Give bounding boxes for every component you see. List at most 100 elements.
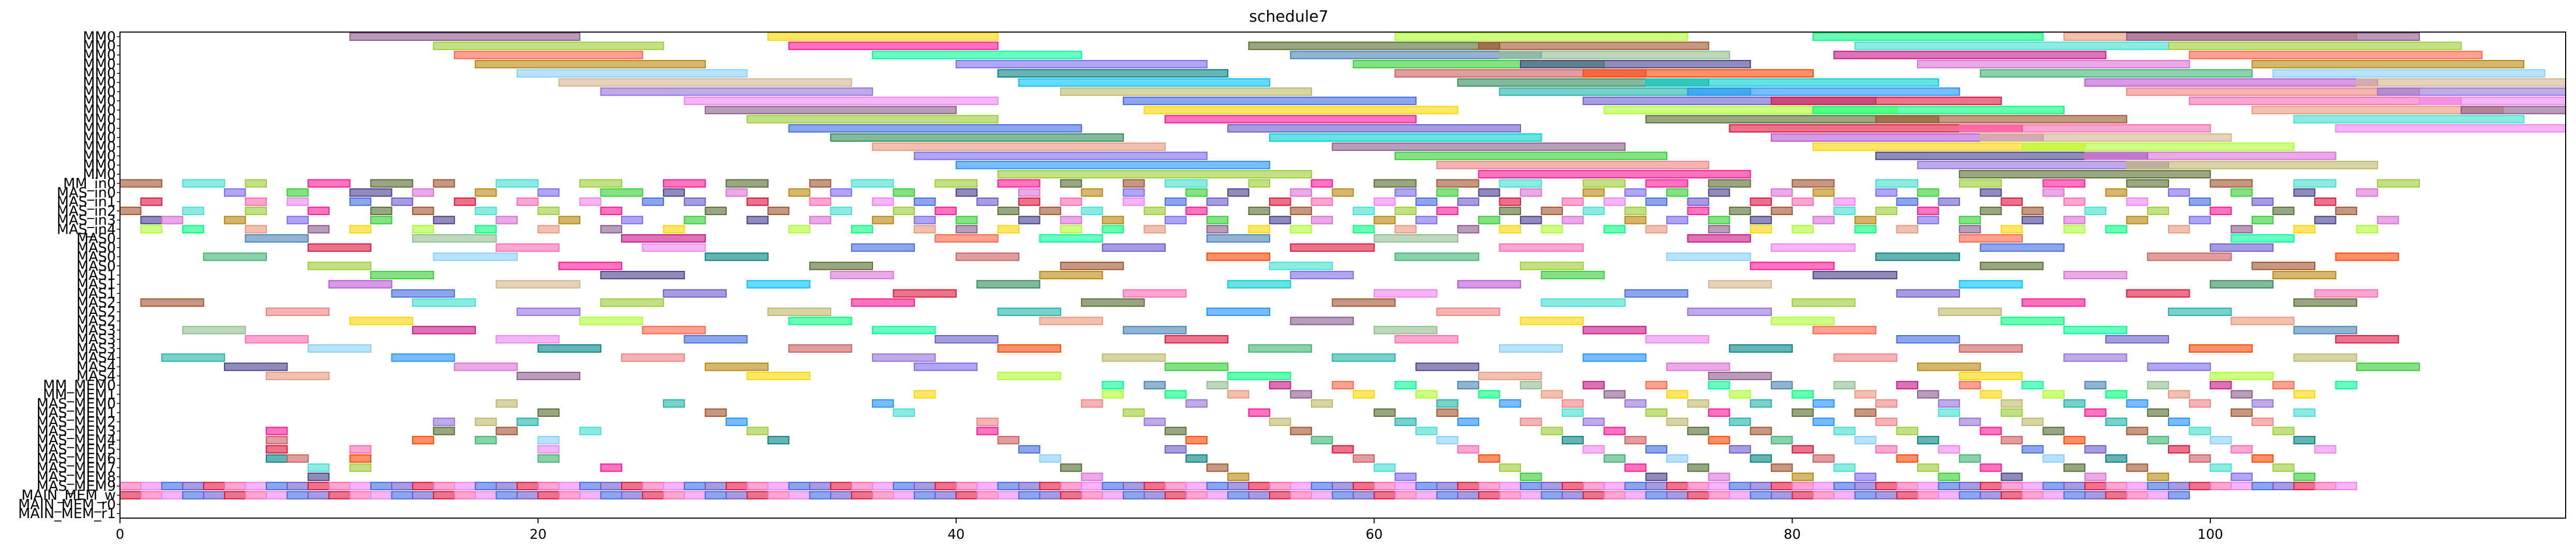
schedule-bar (1834, 427, 1855, 434)
schedule-bar (872, 482, 893, 490)
schedule-bar (1249, 492, 1270, 499)
schedule-bar (2336, 207, 2356, 215)
schedule-bar (1688, 464, 1708, 471)
schedule-bar (1249, 42, 1500, 50)
schedule-bar (1290, 207, 1311, 215)
schedule-bar (872, 400, 893, 407)
schedule-bar (1081, 299, 1144, 306)
schedule-bar (1897, 492, 1918, 499)
schedule-bar (2106, 418, 2127, 426)
schedule-bar (1876, 418, 1896, 426)
schedule-bar (872, 326, 935, 334)
schedule-bar (2043, 455, 2064, 462)
schedule-bar (246, 225, 266, 233)
schedule-bar (1103, 482, 1123, 490)
schedule-bar (433, 427, 454, 434)
schedule-bar (1458, 446, 1479, 453)
schedule-bar (2273, 70, 2544, 77)
schedule-bar (705, 253, 768, 260)
schedule-bar (1270, 482, 1290, 490)
schedule-bar (747, 198, 768, 205)
schedule-bar (1353, 225, 1374, 233)
schedule-bar (1479, 189, 1499, 196)
schedule-bar (1123, 189, 1144, 196)
schedule-bar (2106, 455, 2127, 462)
y-tick-label: MAIN_MEM_r1 (18, 506, 116, 522)
schedule-bar (1729, 482, 1750, 490)
schedule-bar (998, 180, 1040, 187)
schedule-bar (391, 290, 454, 297)
schedule-bar (2336, 125, 2566, 132)
schedule-bar (204, 253, 266, 260)
schedule-bar (1771, 189, 1792, 196)
schedule-bar (287, 455, 308, 462)
schedule-bar (1625, 436, 1646, 444)
schedule-bar (1541, 299, 1625, 306)
schedule-bar (1876, 115, 2127, 123)
schedule-bar (705, 207, 726, 215)
schedule-bar (810, 180, 831, 187)
schedule-bar (2168, 492, 2189, 499)
schedule-bar (601, 492, 622, 499)
schedule-bar (935, 482, 956, 490)
schedule-bar (1040, 317, 1102, 325)
schedule-bar (2357, 189, 2377, 196)
schedule-bar (1709, 436, 1729, 444)
schedule-bar (1980, 70, 2252, 77)
schedule-bar (2064, 271, 2127, 279)
schedule-bar (768, 308, 831, 315)
schedule-bar (2252, 216, 2273, 223)
schedule-bar (1541, 207, 1562, 215)
schedule-bar (371, 180, 413, 187)
schedule-bar (1500, 345, 1562, 352)
schedule-bar (391, 492, 412, 499)
schedule-bar (1834, 464, 1855, 471)
schedule-bar (1374, 198, 1395, 205)
schedule-bar (1019, 198, 1040, 205)
schedule-bar (1918, 189, 1938, 196)
schedule-bar (1855, 42, 2168, 50)
schedule-bar (893, 207, 914, 215)
schedule-bar (1960, 171, 2210, 178)
schedule-bar (2273, 427, 2294, 434)
schedule-bar (1374, 492, 1395, 499)
schedule-bar (1312, 180, 1332, 187)
schedule-bar (287, 492, 308, 499)
schedule-bar (1312, 400, 1332, 407)
schedule-bar (2357, 363, 2419, 370)
schedule-bar (350, 198, 371, 205)
schedule-bar (224, 216, 245, 223)
schedule-bar (496, 492, 517, 499)
schedule-bar (1437, 308, 1499, 315)
schedule-bar (1625, 400, 1646, 407)
schedule-bar (2127, 88, 2419, 95)
schedule-bar (1061, 88, 1312, 95)
schedule-bar (204, 482, 224, 490)
schedule-bar (433, 216, 454, 223)
x-tick-label: 0 (116, 527, 125, 542)
schedule-bar (601, 482, 622, 490)
schedule-bar (956, 482, 977, 490)
schedule-bar (2252, 198, 2273, 205)
schedule-bar (2231, 390, 2252, 398)
schedule-bar (538, 492, 559, 499)
schedule-bar (371, 482, 391, 490)
schedule-bar (2273, 464, 2294, 471)
schedule-bar (2085, 79, 2377, 86)
schedule-bar (266, 492, 287, 499)
schedule-bar (1081, 400, 1102, 407)
schedule-bar (538, 225, 559, 233)
schedule-bar (1270, 216, 1290, 223)
schedule-bar (1479, 390, 1499, 398)
schedule-bar (2231, 473, 2252, 480)
schedule-bar (2315, 482, 2336, 490)
schedule-bar (601, 88, 872, 95)
schedule-bar (1249, 345, 1312, 352)
schedule-bar (1207, 308, 1270, 315)
schedule-bar (2168, 446, 2189, 453)
schedule-bar (1123, 198, 1144, 205)
schedule-bar (1165, 482, 1186, 490)
schedule-bar (1290, 271, 1353, 279)
schedule-bar (162, 216, 183, 223)
